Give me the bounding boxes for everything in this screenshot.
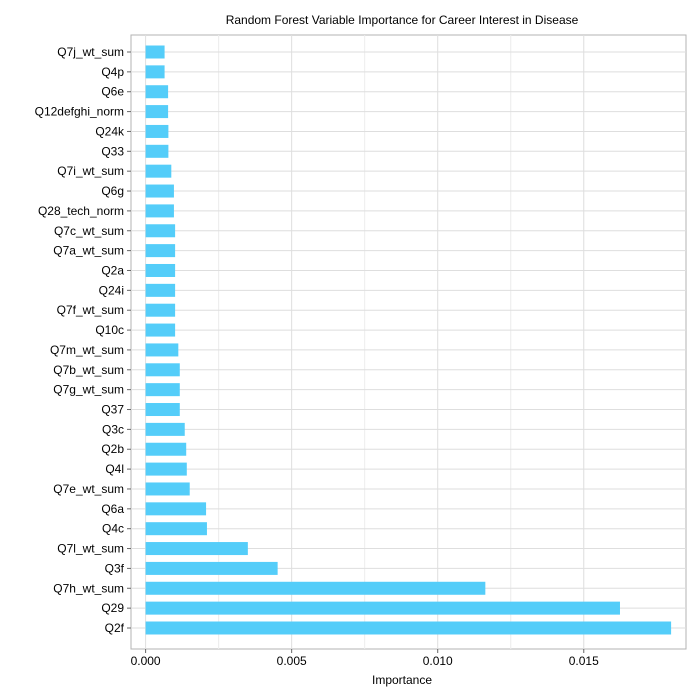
- grid: [127, 35, 686, 653]
- x-tick-label: 0.005: [277, 654, 307, 668]
- bar: [145, 224, 176, 238]
- bar: [145, 164, 172, 178]
- plot-background: [130, 34, 687, 650]
- bar: [145, 601, 620, 615]
- x-tick-label: 0.010: [423, 654, 453, 668]
- bar: [145, 522, 207, 536]
- y-tick-label: Q7h_wt_sum: [53, 581, 124, 595]
- y-tick-label: Q4c: [102, 522, 124, 536]
- x-tick-label: 0.000: [131, 654, 161, 668]
- y-tick-label: Q28_tech_norm: [38, 204, 124, 218]
- y-tick-label: Q10c: [95, 323, 124, 337]
- y-tick-label: Q7e_wt_sum: [53, 482, 124, 496]
- y-tick-label: Q6g: [101, 184, 124, 198]
- x-tick-label: 0.015: [569, 654, 599, 668]
- y-tick-label: Q7j_wt_sum: [57, 45, 124, 59]
- y-tick-label: Q2a: [101, 263, 124, 277]
- bar: [145, 403, 180, 417]
- bar: [145, 422, 185, 436]
- bar: [145, 502, 207, 516]
- y-tick-labels: Q7j_wt_sum Q4p Q6e Q12defghi_norm Q24k Q33 Q7i…: [35, 45, 125, 635]
- bar: [145, 343, 179, 357]
- y-tick-label: Q33: [101, 144, 124, 158]
- bar: [145, 65, 165, 79]
- y-tick-label: Q7m_wt_sum: [50, 343, 124, 357]
- bar: [145, 105, 169, 119]
- y-tick-label: Q7g_wt_sum: [53, 383, 124, 397]
- bar: [145, 184, 174, 198]
- bar: [145, 263, 176, 277]
- y-tick-label: Q37: [101, 403, 124, 417]
- x-axis-label: Importance: [372, 673, 432, 687]
- x-tick-labels: 0.000 0.005 0.010 0.015: [131, 654, 600, 668]
- y-tick-label: Q12defghi_norm: [35, 105, 124, 119]
- chart-title: Random Forest Variable Importance for Ca…: [226, 13, 579, 27]
- bar: [145, 621, 672, 635]
- bar: [145, 442, 187, 456]
- y-tick-label: Q7i_wt_sum: [57, 164, 124, 178]
- bar: [145, 383, 180, 397]
- bar: [145, 561, 278, 575]
- bar: [145, 144, 169, 158]
- bar: [145, 283, 176, 297]
- y-tick-label: Q7l_wt_sum: [57, 542, 124, 556]
- bar: [145, 542, 248, 556]
- bar: [145, 124, 169, 138]
- y-tick-label: Q7f_wt_sum: [57, 303, 124, 317]
- y-tick-label: Q24i: [99, 283, 124, 297]
- bar: [145, 45, 165, 59]
- bar: [145, 204, 174, 218]
- y-tick-label: Q29: [101, 601, 124, 615]
- y-tick-label: Q7a_wt_sum: [53, 244, 124, 258]
- y-tick-label: Q2b: [101, 442, 124, 456]
- bar: [145, 323, 176, 337]
- bar: [145, 85, 169, 99]
- bar: [145, 244, 176, 258]
- bars: [145, 45, 672, 635]
- y-tick-label: Q4p: [101, 65, 124, 79]
- bar: [145, 363, 180, 377]
- y-tick-label: Q24k: [95, 124, 125, 138]
- bar: [145, 581, 486, 595]
- bar: [145, 462, 187, 476]
- bar: [145, 303, 176, 317]
- y-tick-label: Q3c: [102, 422, 124, 436]
- y-tick-label: Q3f: [105, 561, 125, 575]
- y-tick-label: Q4l: [105, 462, 124, 476]
- y-tick-label: Q6e: [101, 85, 124, 99]
- y-tick-label: Q7b_wt_sum: [53, 363, 124, 377]
- bar: [145, 482, 190, 496]
- y-tick-label: Q7c_wt_sum: [54, 224, 124, 238]
- y-tick-label: Q2f: [105, 621, 125, 635]
- y-tick-label: Q6a: [101, 502, 124, 516]
